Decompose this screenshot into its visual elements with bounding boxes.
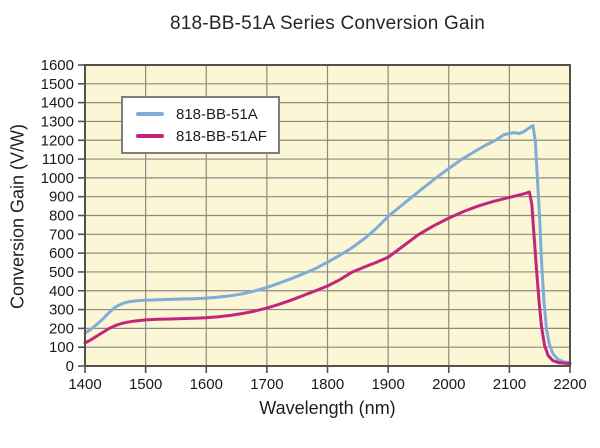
y-tick-label: 500: [49, 264, 74, 281]
x-tick-label: 1600: [190, 376, 223, 393]
x-tick-label: 2100: [493, 376, 526, 393]
x-tick-label: 1800: [311, 376, 344, 393]
y-tick-label: 1000: [41, 170, 74, 187]
y-tick-label: 1500: [41, 76, 74, 93]
series-line-818-bb-51af: [83, 190, 572, 366]
y-tick-label: 1300: [41, 113, 74, 130]
y-tick-label: 1100: [42, 151, 74, 168]
x-tick-label: 2000: [432, 376, 465, 393]
x-tick-label: 1900: [371, 376, 404, 393]
chart-title: 818-BB-51A Series Conversion Gain: [170, 13, 485, 34]
y-tick-label: 400: [49, 283, 74, 300]
y-tick-label: 900: [49, 189, 74, 206]
series-line-swatch-blue: [136, 112, 164, 116]
x-axis-title: Wavelength (nm): [259, 398, 396, 418]
legend-label-818-bb-51af: 818-BB-51AF: [176, 127, 267, 145]
y-tick-label: 1400: [41, 95, 74, 112]
series-line-swatch-pink: [136, 134, 164, 138]
y-tick-label: 600: [49, 245, 74, 262]
legend-item-818-bb-51a: 818-BB-51A: [136, 107, 278, 122]
x-tick-label: 1700: [250, 376, 283, 393]
y-tick-label: 800: [49, 208, 74, 225]
legend-label-818-bb-51a: 818-BB-51A: [176, 105, 258, 123]
y-tick-label: 0: [66, 358, 74, 375]
y-tick-label: 1600: [41, 57, 74, 74]
y-axis-title: Conversion Gain (V/W): [7, 123, 28, 310]
series-line-818-bb-51a: [83, 124, 572, 365]
y-tick-label: 200: [49, 320, 74, 337]
legend: 818-BB-51A 818-BB-51AF: [121, 96, 280, 154]
y-tick-label: 700: [49, 226, 74, 243]
y-tick-label: 1200: [41, 132, 74, 149]
y-tick-label: 300: [49, 302, 74, 319]
x-tick-label: 2200: [553, 376, 586, 393]
legend-item-818-bb-51af: 818-BB-51AF: [136, 129, 278, 144]
x-tick-label: 1400: [68, 376, 101, 393]
x-tick-label: 1500: [129, 376, 162, 393]
plot-border: [84, 64, 571, 367]
y-tick-label: 100: [49, 339, 74, 356]
